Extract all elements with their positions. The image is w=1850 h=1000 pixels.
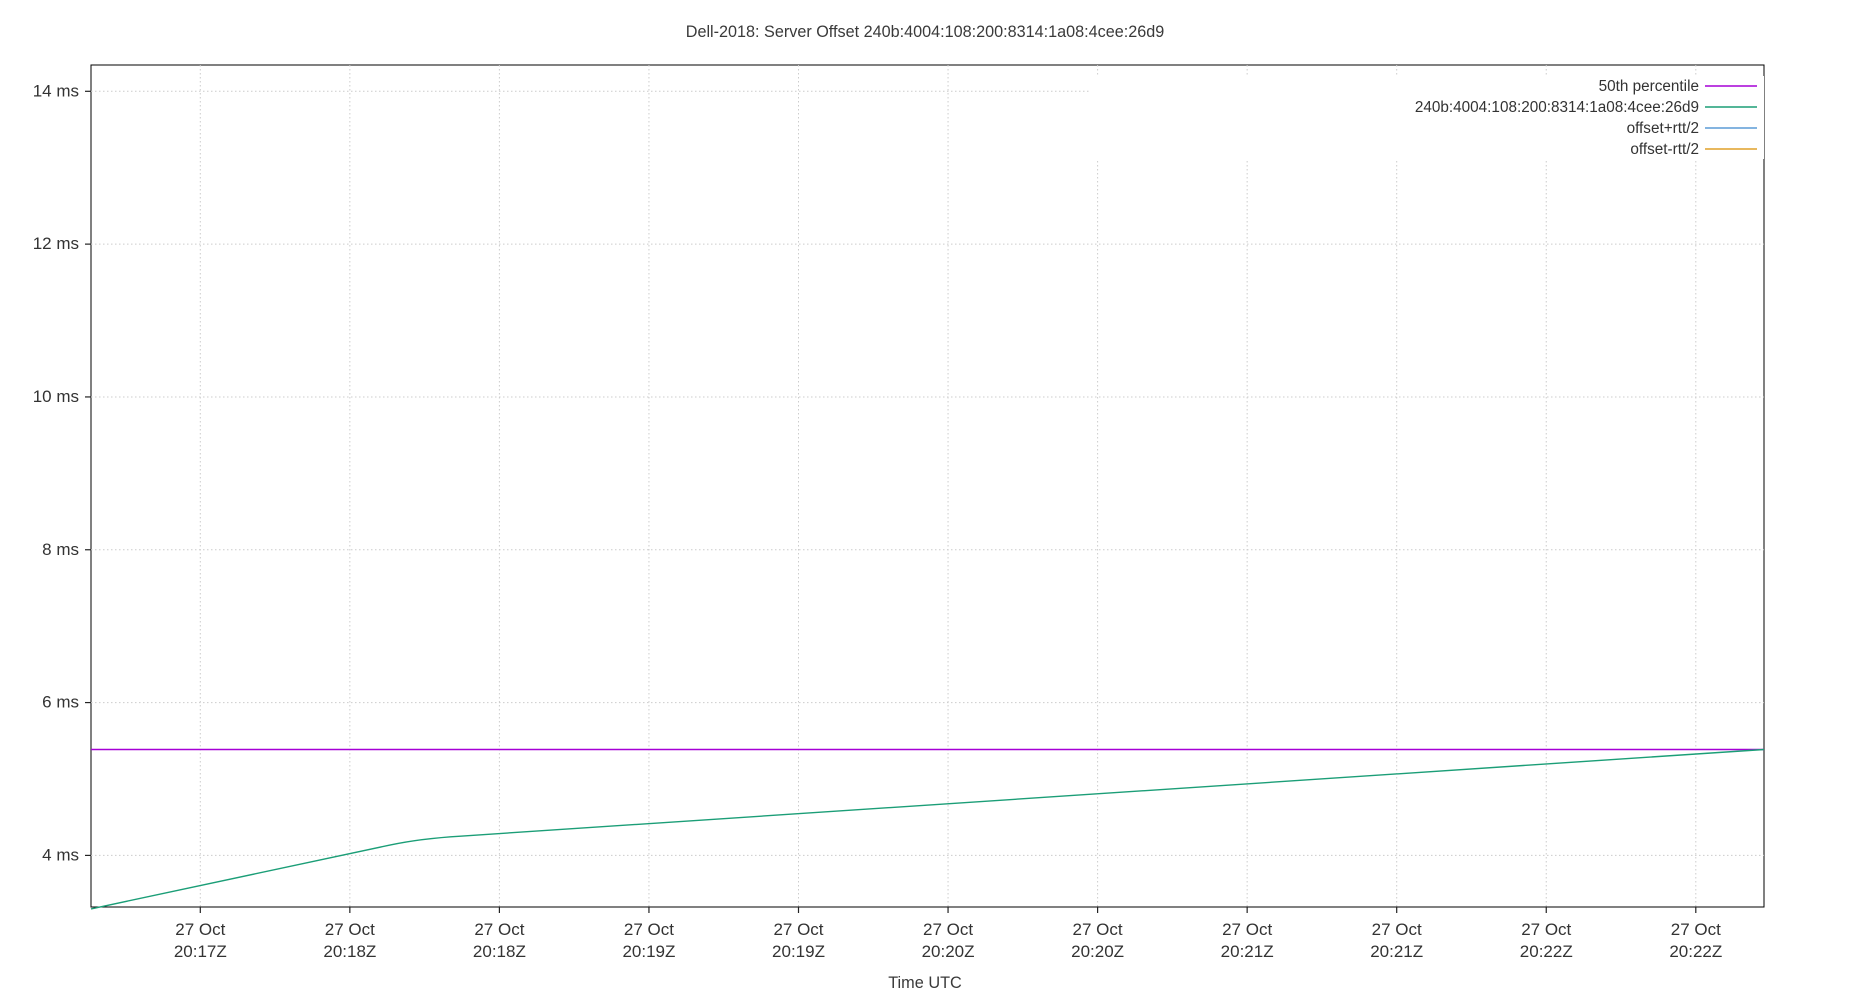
svg-text:20:21Z: 20:21Z xyxy=(1370,942,1423,961)
svg-text:20:22Z: 20:22Z xyxy=(1669,942,1722,961)
svg-text:20:18Z: 20:18Z xyxy=(323,942,376,961)
svg-text:27 Oct: 27 Oct xyxy=(325,920,375,939)
svg-text:offset-rtt/2: offset-rtt/2 xyxy=(1630,141,1699,158)
svg-text:27 Oct: 27 Oct xyxy=(175,920,225,939)
svg-text:20:22Z: 20:22Z xyxy=(1520,942,1573,961)
svg-text:offset+rtt/2: offset+rtt/2 xyxy=(1627,120,1699,137)
svg-text:20:20Z: 20:20Z xyxy=(922,942,975,961)
svg-text:20:17Z: 20:17Z xyxy=(174,942,227,961)
svg-text:27 Oct: 27 Oct xyxy=(624,920,674,939)
svg-text:8 ms: 8 ms xyxy=(42,540,79,559)
svg-text:20:18Z: 20:18Z xyxy=(473,942,526,961)
svg-text:27 Oct: 27 Oct xyxy=(1372,920,1422,939)
svg-text:12 ms: 12 ms xyxy=(33,234,79,253)
svg-text:10 ms: 10 ms xyxy=(33,387,79,406)
svg-text:14 ms: 14 ms xyxy=(33,81,79,100)
svg-text:4 ms: 4 ms xyxy=(42,845,79,864)
svg-text:50th percentile: 50th percentile xyxy=(1599,78,1699,95)
svg-text:6 ms: 6 ms xyxy=(42,693,79,712)
svg-text:240b:4004:108:200:8314:1a08:4c: 240b:4004:108:200:8314:1a08:4cee:26d9 xyxy=(1415,99,1699,116)
svg-text:20:19Z: 20:19Z xyxy=(622,942,675,961)
svg-text:20:19Z: 20:19Z xyxy=(772,942,825,961)
svg-text:27 Oct: 27 Oct xyxy=(474,920,524,939)
svg-text:27 Oct: 27 Oct xyxy=(923,920,973,939)
svg-text:20:20Z: 20:20Z xyxy=(1071,942,1124,961)
svg-text:27 Oct: 27 Oct xyxy=(1521,920,1571,939)
svg-text:27 Oct: 27 Oct xyxy=(773,920,823,939)
svg-text:20:21Z: 20:21Z xyxy=(1221,942,1274,961)
svg-text:27 Oct: 27 Oct xyxy=(1222,920,1272,939)
svg-text:27 Oct: 27 Oct xyxy=(1671,920,1721,939)
svg-text:27 Oct: 27 Oct xyxy=(1073,920,1123,939)
